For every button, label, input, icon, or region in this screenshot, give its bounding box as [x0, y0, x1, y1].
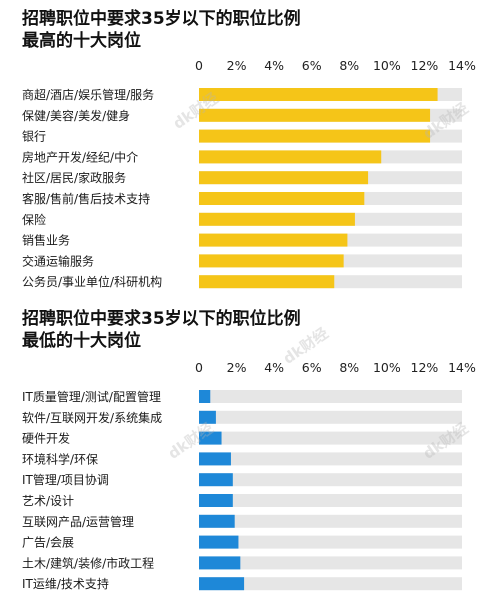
- bar: [199, 108, 431, 122]
- chart-title-lowest: 招聘职位中要求35岁以下的职位比例 最低的十大岗位: [22, 308, 301, 352]
- bar: [199, 129, 431, 143]
- chart-panel-highest: 招聘职位中要求35岁以下的职位比例 最高的十大岗位 0 2% 4% 6% 8% 10% 12…: [22, 8, 476, 289]
- x-tick-label: 0: [195, 58, 203, 73]
- category-label: 环境科学/环保: [22, 451, 98, 466]
- category-label: 房地产开发/经纪/中介: [22, 149, 138, 164]
- category-label: 艺术/设计: [22, 494, 74, 508]
- bar: [199, 254, 344, 268]
- bar: [199, 150, 382, 164]
- x-tick-label: 2%: [227, 58, 247, 73]
- bar: [199, 88, 438, 101]
- bar: [199, 577, 245, 591]
- x-tick-label: 2%: [227, 360, 247, 375]
- x-tick-label: 14%: [448, 58, 476, 73]
- category-label: 银行: [22, 130, 46, 144]
- bar-track: [199, 535, 462, 549]
- bar: [199, 390, 211, 403]
- bar-chart-lowest: 0 2% 4% 6% 8% 10% 12% 14% IT质量管理/测试/配置管理软件/互联网开发…: [22, 360, 476, 591]
- category-label: 土木/建筑/装修/市政工程: [22, 555, 154, 570]
- x-tick-label: 4%: [264, 58, 284, 73]
- bar-track: [199, 556, 462, 570]
- chart-title-line-2: 最低的十大岗位: [22, 331, 141, 351]
- category-label: 交通运输服务: [22, 253, 94, 268]
- bar: [199, 212, 355, 226]
- bar: [199, 535, 239, 549]
- chart-title-line-1: 招聘职位中要求35岁以下的职位比例: [22, 9, 301, 29]
- x-tick-label: 10%: [373, 58, 401, 73]
- category-label: 社区/居民/家政服务: [22, 170, 126, 185]
- bar: [199, 556, 241, 570]
- category-label: 商超/酒店/娱乐管理/服务: [22, 87, 154, 102]
- bar: [199, 192, 365, 205]
- bar: [199, 452, 231, 466]
- x-tick-label: 14%: [448, 360, 476, 375]
- x-tick-label: 12%: [411, 58, 439, 73]
- category-label: IT运维/技术支持: [22, 576, 109, 591]
- bar-track: [199, 390, 462, 403]
- chart-title-highest: 招聘职位中要求35岁以下的职位比例 最高的十大岗位: [22, 8, 301, 52]
- chart-title-line-1: 招聘职位中要求35岁以下的职位比例: [22, 309, 301, 329]
- x-tick-label: 8%: [339, 58, 359, 73]
- bar: [199, 233, 348, 247]
- x-tick-label: 6%: [302, 360, 322, 375]
- bar-track: [199, 514, 462, 528]
- bar: [199, 494, 233, 507]
- category-label: 保险: [22, 212, 46, 227]
- bar: [199, 514, 235, 528]
- bar-track: [199, 577, 462, 591]
- x-tick-label: 10%: [373, 360, 401, 375]
- bar: [199, 473, 233, 487]
- bar-track: [199, 473, 462, 487]
- category-label: 客服/售前/售后技术支持: [22, 191, 150, 206]
- bar: [199, 410, 216, 424]
- bar: [199, 275, 335, 289]
- x-tick-label: 6%: [302, 58, 322, 73]
- category-label: 广告/会展: [22, 536, 74, 550]
- category-label: IT管理/项目协调: [22, 472, 109, 487]
- bar: [199, 431, 222, 445]
- x-tick-label: 4%: [264, 360, 284, 375]
- category-label: 互联网产品/运营管理: [22, 514, 134, 529]
- category-label: 硬件开发: [22, 431, 70, 446]
- bar-track: [199, 431, 462, 445]
- x-tick-label: 12%: [411, 360, 439, 375]
- category-label: 销售业务: [22, 233, 70, 248]
- chart-title-line-2: 最高的十大岗位: [22, 31, 141, 51]
- bar-track: [199, 494, 462, 507]
- bar: [199, 171, 369, 185]
- x-tick-label: 0: [195, 360, 203, 375]
- bar-chart-highest: 0 2% 4% 6% 8% 10% 12% 14% 商超/酒店/娱乐管理/服务保健/美容/美发/…: [22, 58, 476, 289]
- category-label: 保健/美容/美发/健身: [22, 108, 130, 123]
- bar-track: [199, 452, 462, 466]
- chart-panel-lowest: 招聘职位中要求35岁以下的职位比例 最低的十大岗位 0 2% 4% 6% 8% 10% 12…: [0, 300, 497, 600]
- x-tick-label: 8%: [339, 360, 359, 375]
- category-label: IT质量管理/测试/配置管理: [22, 389, 161, 404]
- category-label: 公务员/事业单位/科研机构: [22, 274, 162, 289]
- bar-track: [199, 410, 462, 424]
- category-label: 软件/互联网开发/系统集成: [22, 410, 162, 425]
